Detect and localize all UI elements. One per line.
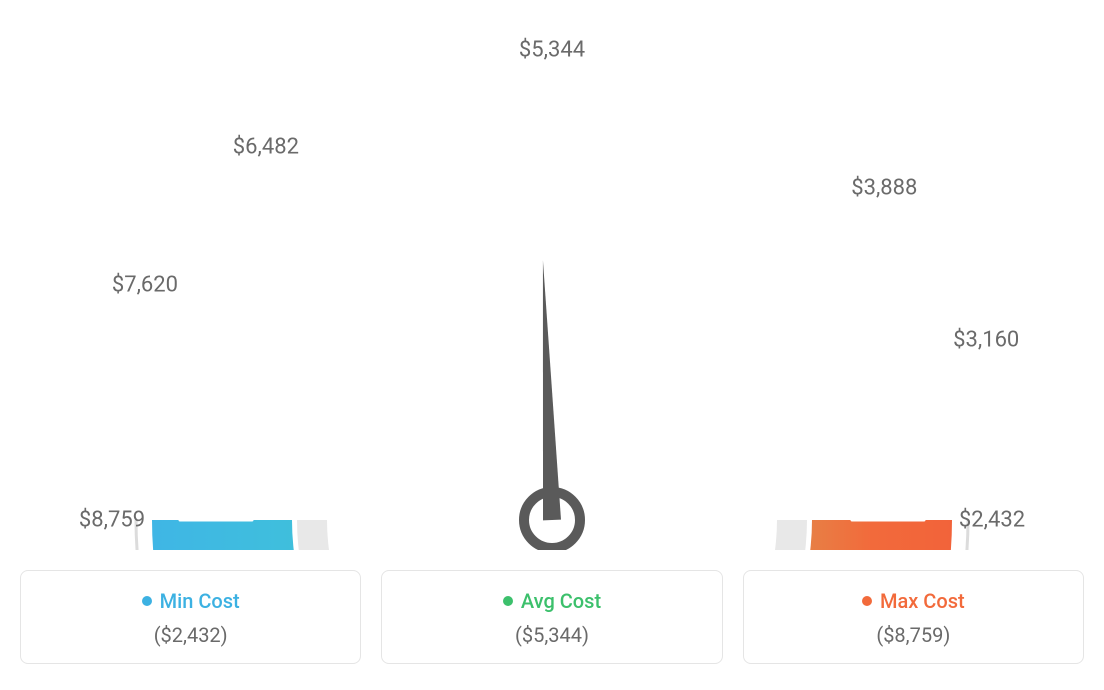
legend-title-min: Min Cost [142, 589, 240, 613]
legend-value-avg: ($5,344) [392, 623, 711, 647]
dot-icon [862, 596, 872, 606]
gauge-scale-label: $2,432 [959, 508, 1025, 533]
legend-value-min: ($2,432) [31, 623, 350, 647]
legend-title-avg: Avg Cost [503, 589, 601, 613]
gauge-scale-label: $5,344 [519, 38, 585, 63]
legend-card-avg: Avg Cost ($5,344) [381, 570, 722, 664]
cost-gauge-chart: $2,432 $3,160 $3,888 $5,344 $6,482 $7,620 $8,7… [20, 20, 1084, 664]
legend-row: Min Cost ($2,432) Avg Cost ($5,344) Max … [20, 570, 1084, 664]
legend-title-text: Avg Cost [521, 589, 601, 613]
gauge-scale-label: $6,482 [233, 135, 299, 160]
legend-title-max: Max Cost [862, 589, 965, 613]
gauge-scale-label: $3,160 [953, 328, 1019, 353]
gauge-scale-label: $8,759 [79, 508, 145, 533]
gauge-svg [20, 20, 1084, 550]
gauge-scale-label: $3,888 [851, 175, 917, 200]
legend-card-max: Max Cost ($8,759) [743, 570, 1084, 664]
legend-value-max: ($8,759) [754, 623, 1073, 647]
dot-icon [503, 596, 513, 606]
gauge-area: $2,432 $3,160 $3,888 $5,344 $6,482 $7,620 $8,7… [20, 20, 1084, 550]
legend-card-min: Min Cost ($2,432) [20, 570, 361, 664]
legend-title-text: Min Cost [160, 589, 240, 613]
legend-title-text: Max Cost [880, 589, 965, 613]
dot-icon [142, 596, 152, 606]
gauge-scale-label: $7,620 [112, 273, 178, 298]
